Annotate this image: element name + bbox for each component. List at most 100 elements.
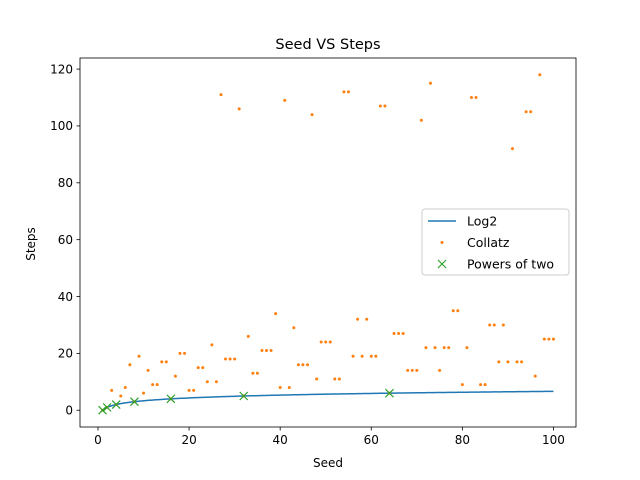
power-of-two-marker [130,397,139,407]
collatz-point [428,81,432,85]
collatz-point [510,147,514,151]
collatz-point [296,363,300,367]
y-tick-label: 60 [58,233,73,247]
legend: Log2 Collatz Powers of two [421,208,570,276]
collatz-point [224,357,228,361]
collatz-point [142,391,146,395]
collatz-point [151,383,155,387]
collatz-point [319,340,323,344]
collatz-point [506,360,510,364]
y-axis-title: Steps [24,227,38,261]
legend-box [421,208,570,276]
collatz-point [205,380,209,384]
collatz-point [515,360,519,364]
collatz-point [392,331,396,335]
collatz-point [196,366,200,370]
collatz-point [324,340,328,344]
collatz-point [497,360,501,364]
collatz-point [374,354,378,358]
collatz-point [333,377,337,381]
collatz-point [524,110,528,114]
collatz-point [383,104,387,108]
power-of-two-marker [385,388,394,398]
legend-label: Log2 [467,214,497,229]
collatz-point [415,368,419,372]
collatz-point [283,98,287,102]
y-tick-label: 0 [65,404,73,418]
collatz-point [365,317,369,321]
collatz-point [501,323,505,327]
collatz-point [451,309,455,313]
collatz-point [456,309,460,313]
collatz-point [469,96,473,100]
collatz-point [346,90,350,94]
collatz-point [356,317,360,321]
series-collatz [101,73,555,412]
collatz-point [214,380,218,384]
power-of-two-marker [166,394,176,404]
legend-label: Collatz [467,235,510,250]
collatz-point [137,354,141,358]
collatz-point [146,368,150,372]
collatz-point [551,337,555,341]
collatz-point [328,340,332,344]
collatz-point [251,371,255,375]
collatz-point [278,385,282,389]
collatz-point [492,323,496,327]
x-tick-label: 40 [273,433,288,447]
collatz-point [173,374,177,378]
collatz-point [533,374,537,378]
log2-line [102,390,554,411]
collatz-point [410,368,414,372]
collatz-point [406,368,410,372]
collatz-point [274,312,278,316]
collatz-point [160,360,164,364]
collatz-point [401,331,405,335]
collatz-point [542,337,546,341]
collatz-point [178,351,182,355]
collatz-point [301,363,305,367]
collatz-point [315,377,319,381]
collatz-point [265,349,269,353]
collatz-point [219,93,223,97]
collatz-point [538,73,542,77]
collatz-point [424,346,428,350]
collatz-point [306,363,310,367]
collatz-point [155,383,159,387]
collatz-point [110,388,114,392]
collatz-point [233,357,237,361]
collatz-point [287,385,291,389]
collatz-point [310,113,314,117]
x-tick-label: 100 [542,433,565,447]
collatz-point [187,388,191,392]
legend-label: Powers of two [467,257,554,272]
x-tick-label: 60 [364,433,379,447]
collatz-point [520,360,524,364]
collatz-point [369,354,373,358]
collatz-point [465,346,469,350]
collatz-point [433,346,437,350]
x-axis-title: Seed [313,456,343,470]
collatz-point [237,107,241,111]
collatz-point [210,343,214,347]
collatz-point [292,326,296,330]
y-tick-label: 20 [58,347,73,361]
collatz-point [269,349,273,353]
collatz-point [438,368,442,372]
legend-swatch-powers-of-two [437,259,447,269]
collatz-point [378,104,382,108]
collatz-point [460,383,464,387]
collatz-point [192,388,196,392]
x-tick-label: 80 [455,433,470,447]
collatz-point [474,96,478,100]
collatz-point [447,346,451,350]
collatz-point [419,118,423,122]
series-powers-of-two [98,388,394,415]
plot-area: 0 20 40 60 80 100 0 20 40 60 80 100 120 [50,57,577,447]
collatz-point [123,385,127,389]
collatz-point [164,360,168,364]
collatz-point [397,331,401,335]
power-of-two-marker [239,391,249,401]
collatz-point [183,351,187,355]
